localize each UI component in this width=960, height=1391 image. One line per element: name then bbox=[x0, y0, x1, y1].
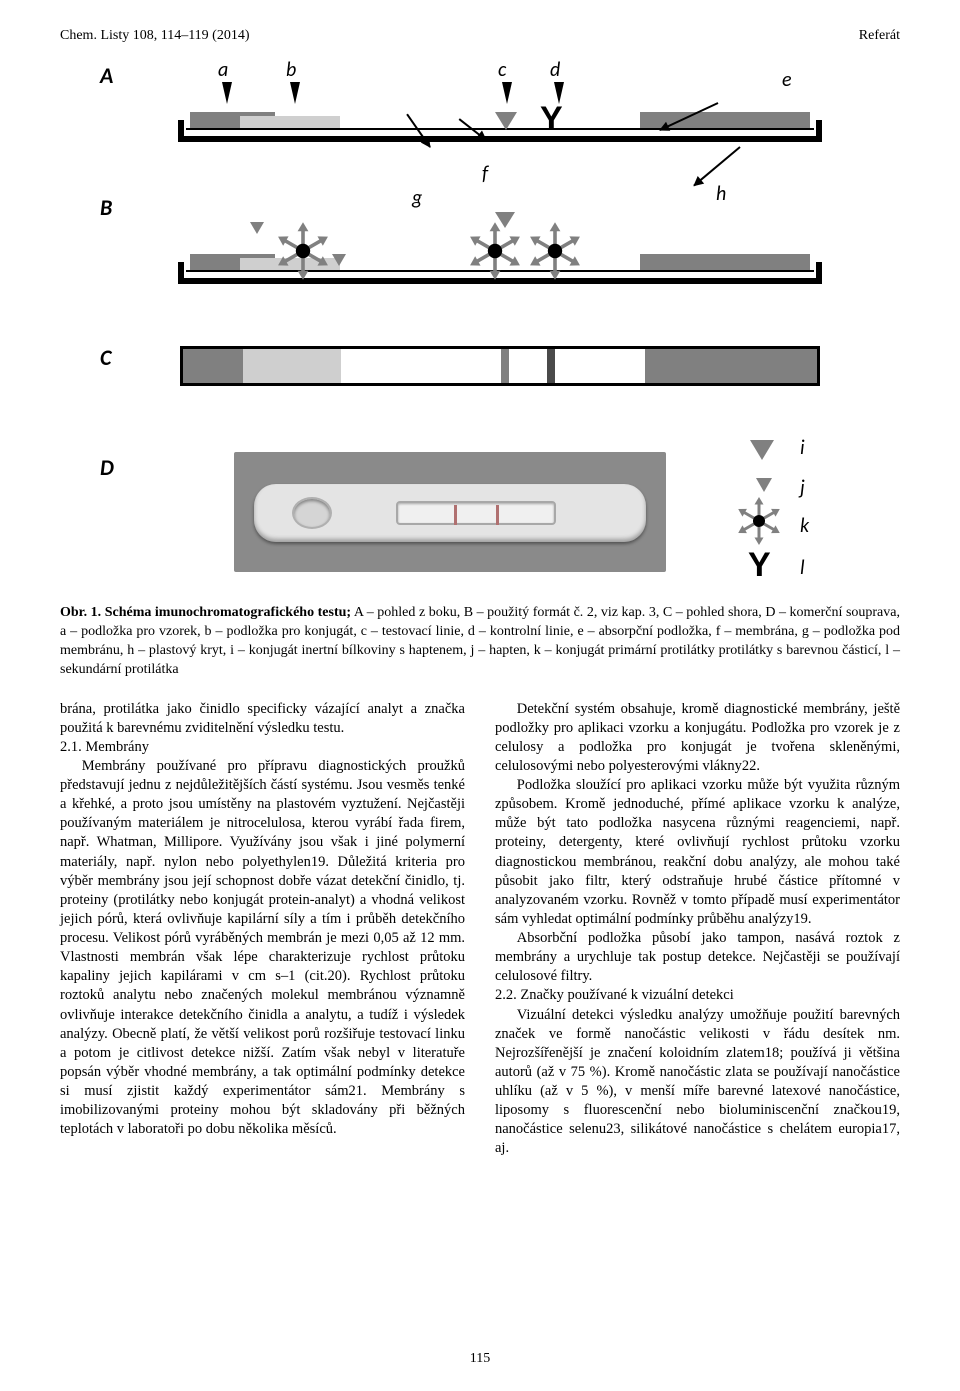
page-number: 115 bbox=[0, 1351, 960, 1367]
cassette-body bbox=[254, 484, 646, 542]
page-header: Chem. Listy 108, 114–119 (2014) Referát bbox=[60, 0, 900, 44]
arrow-d bbox=[554, 82, 564, 104]
arrow-c bbox=[502, 82, 512, 104]
sublabel-b: b bbox=[286, 58, 296, 82]
figure-1: A B C D Y a b c d e f g h bbox=[100, 54, 860, 584]
icon-k bbox=[742, 504, 777, 539]
right-p2: Podložka sloužící pro aplikaci vzorku mů… bbox=[495, 776, 900, 929]
sublabel-a: a bbox=[218, 58, 228, 82]
sublabel-c: c bbox=[498, 58, 506, 82]
panel-a-right-cap bbox=[816, 120, 822, 142]
figure-caption: Obr. 1. Schéma imunochromatografického t… bbox=[60, 604, 900, 680]
pc-conjugate bbox=[243, 349, 341, 383]
pc-control-line bbox=[547, 349, 555, 383]
arrow-b bbox=[290, 82, 300, 104]
sublabel-e: e bbox=[782, 68, 792, 92]
header-left: Chem. Listy 108, 114–119 (2014) bbox=[60, 28, 250, 44]
np-complex-3 bbox=[534, 230, 575, 271]
cassette-window bbox=[396, 501, 556, 525]
test-line-marker bbox=[495, 112, 517, 130]
sec-2-1-body: Membrány používané pro přípravu diagnost… bbox=[60, 757, 465, 1140]
panel-label-d: D bbox=[100, 454, 114, 481]
pb-test-marker bbox=[495, 212, 515, 228]
panel-label-b: B bbox=[100, 194, 112, 221]
right-column: Detekční systém obsahuje, kromě diagnost… bbox=[495, 700, 900, 1159]
sublabel-g: g bbox=[412, 186, 422, 210]
panel-label-c: C bbox=[100, 344, 111, 371]
arrow-h bbox=[693, 146, 740, 186]
sublabel-d: d bbox=[550, 58, 560, 82]
panel-a-left-cap bbox=[178, 120, 184, 142]
arrow-a bbox=[222, 82, 232, 104]
pc-absorbent bbox=[645, 349, 817, 383]
icon-j bbox=[756, 478, 772, 492]
icon-l: Y bbox=[748, 548, 771, 582]
panel-b-left-cap bbox=[178, 262, 184, 284]
icon-i bbox=[750, 440, 774, 460]
pb-hapten-2 bbox=[332, 254, 346, 266]
pc-test-line bbox=[501, 349, 509, 383]
cassette-control-line bbox=[496, 505, 499, 525]
sec-2-2-body: Vizuální detekci výsledku analýzy umožňu… bbox=[495, 1006, 900, 1159]
control-line-antibody: Y bbox=[540, 102, 563, 136]
cassette-test-line bbox=[454, 505, 457, 525]
left-intro: brána, protilátka jako činidlo specifick… bbox=[60, 700, 465, 738]
panel-b-right-cap bbox=[816, 262, 822, 284]
pb-absorbent-pad bbox=[640, 254, 810, 270]
header-right: Referát bbox=[859, 28, 900, 44]
body-columns: brána, protilátka jako činidlo specifick… bbox=[60, 700, 900, 1159]
pb-hapten-1 bbox=[250, 222, 264, 234]
right-p3: Absorbční podložka působí jako tampon, n… bbox=[495, 929, 900, 986]
sublabel-f: f bbox=[482, 162, 488, 186]
np-complex-2 bbox=[474, 230, 515, 271]
sublabel-k: k bbox=[800, 514, 809, 538]
panel-label-a: A bbox=[100, 62, 113, 89]
sec-2-1-head: 2.1. Membrány bbox=[60, 738, 465, 757]
cassette-sample-well bbox=[292, 497, 332, 529]
cassette-photo bbox=[234, 452, 666, 572]
left-column: brána, protilátka jako činidlo specifick… bbox=[60, 700, 465, 1159]
right-p1: Detekční systém obsahuje, kromě diagnost… bbox=[495, 700, 900, 777]
sublabel-l: l bbox=[800, 556, 805, 580]
panel-a-base bbox=[180, 136, 820, 142]
caption-lead: Obr. 1. Schéma imunochromatografického t… bbox=[60, 605, 351, 620]
panel-c-strip bbox=[180, 346, 820, 386]
sublabel-h: h bbox=[716, 182, 726, 206]
sec-2-2-head: 2.2. Značky používané k vizuální detekci bbox=[495, 986, 900, 1005]
sublabel-i: i bbox=[800, 436, 805, 460]
np-complex-1 bbox=[282, 230, 323, 271]
sublabel-j: j bbox=[800, 476, 805, 500]
conjugate-pad bbox=[240, 116, 340, 128]
